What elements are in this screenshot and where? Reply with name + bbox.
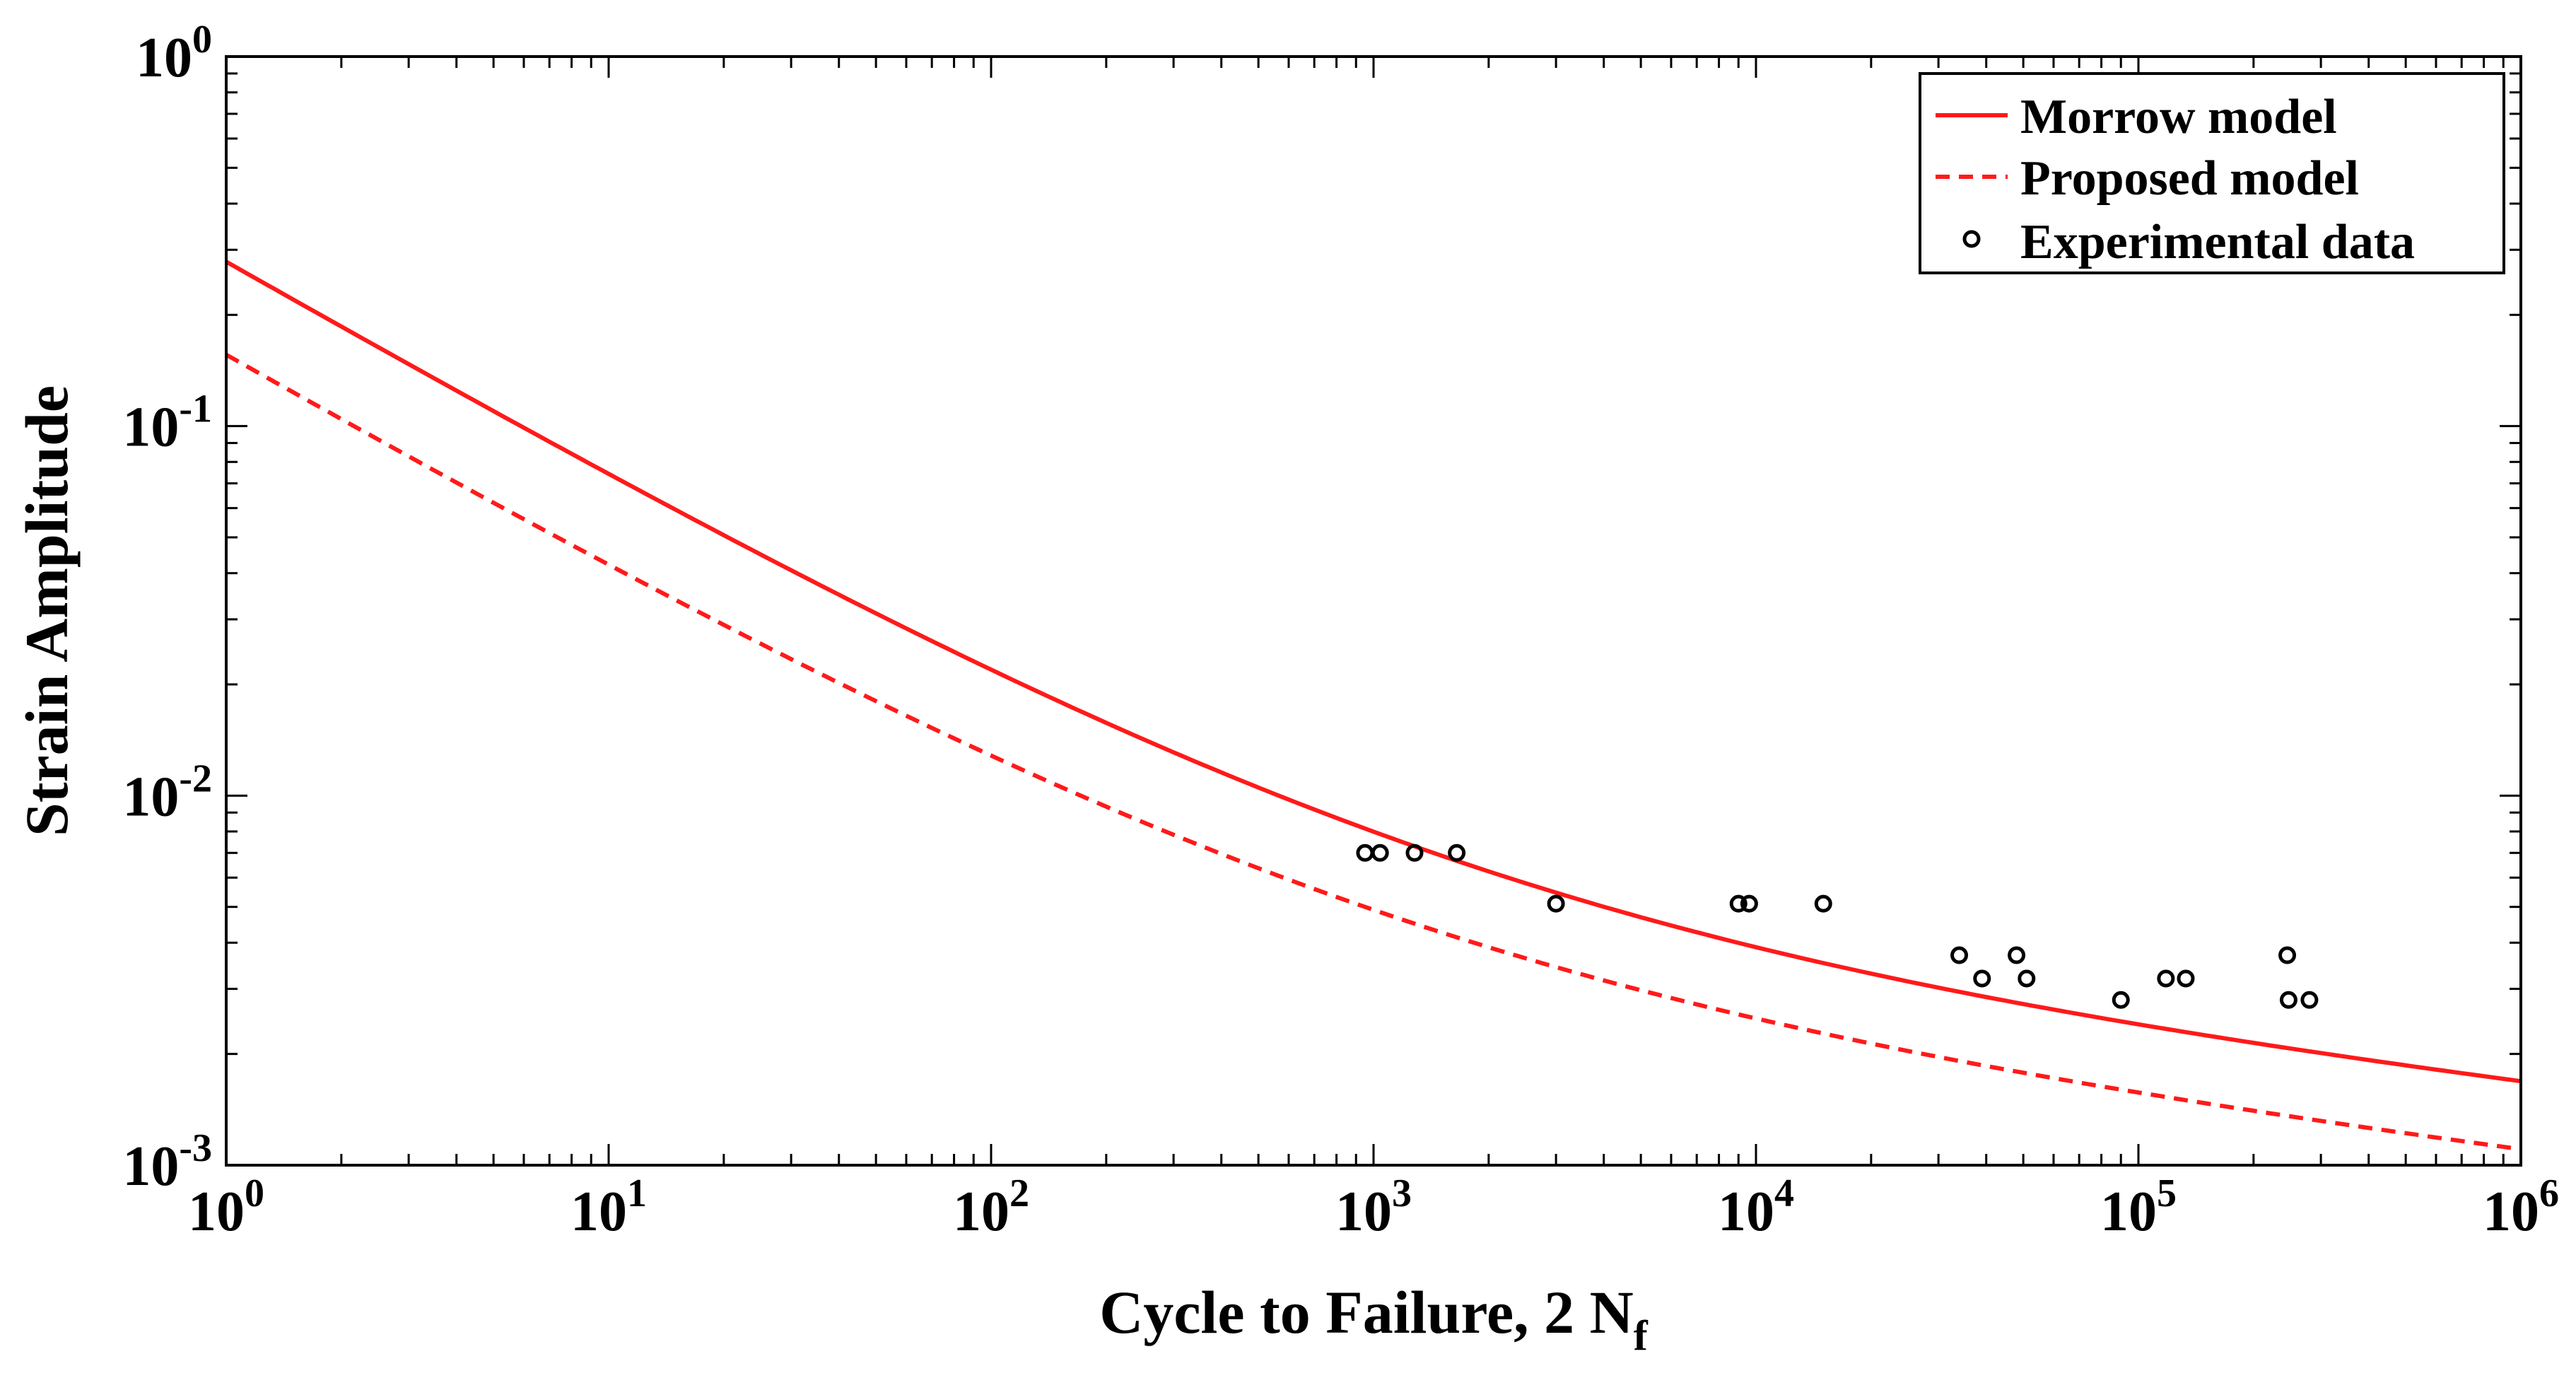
minor-ticks — [226, 57, 2521, 1165]
x-tick-label: 102 — [953, 1172, 1029, 1243]
plot-frame — [225, 55, 2522, 1167]
x-tick-label-exponent: 3 — [1392, 1172, 1412, 1215]
y-tick-label-exponent: -3 — [179, 1126, 212, 1170]
x-tick-label-base: 10 — [570, 1181, 627, 1243]
data-point — [1371, 843, 1389, 862]
x-tick-label: 105 — [2100, 1172, 2177, 1243]
y-axis-label: Strain Amplitude — [13, 385, 81, 836]
proposed-model-curve — [225, 353, 2522, 1152]
data-point — [2018, 969, 2036, 988]
x-tick-label: 101 — [570, 1172, 647, 1243]
plot-series — [225, 259, 2522, 1152]
x-tick-label-base: 10 — [2483, 1181, 2539, 1243]
x-tick-labels: 100 101 102 103 104 105 106 — [188, 1172, 2559, 1243]
y-tick-label-base: 10 — [122, 397, 179, 459]
x-tick-label-exponent: 6 — [2539, 1172, 2559, 1215]
x-axis-label-subscript: f — [1634, 1312, 1649, 1359]
y-tick-label-exponent: -1 — [179, 387, 212, 431]
data-point — [1729, 894, 1747, 913]
data-point — [1448, 843, 1466, 862]
data-point — [1547, 894, 1565, 913]
data-point — [2279, 991, 2297, 1009]
data-point — [2112, 991, 2130, 1009]
experimental-data-points — [1356, 843, 2319, 1009]
data-point — [1405, 843, 1424, 862]
legend: Morrow model Proposed model Experimental… — [1919, 72, 2505, 274]
x-axis-label: Cycle to Failure, 2 Nf — [1099, 1278, 1649, 1359]
data-point — [1814, 894, 1832, 913]
data-point — [2300, 991, 2319, 1009]
y-tick-label-exponent: -2 — [179, 757, 212, 800]
x-tick-label-exponent: 4 — [1774, 1172, 1794, 1215]
x-tick-label-exponent: 1 — [627, 1172, 647, 1215]
x-tick-label-exponent: 2 — [1009, 1172, 1029, 1215]
x-tick-label-base: 10 — [188, 1181, 245, 1243]
legend-box — [1919, 72, 2505, 274]
data-point — [2278, 946, 2297, 964]
data-point — [1973, 969, 1991, 988]
x-tick-label: 104 — [1718, 1172, 1794, 1243]
data-point — [1950, 946, 1969, 964]
x-tick-label: 103 — [1335, 1172, 1412, 1243]
x-tick-label-base: 10 — [2100, 1181, 2157, 1243]
x-tick-label: 100 — [188, 1172, 264, 1243]
x-axis-label-text: Cycle to Failure, 2 N — [1099, 1278, 1634, 1346]
data-point — [2157, 969, 2175, 988]
data-point — [2177, 969, 2195, 988]
y-tick-label: 10-3 — [122, 1126, 212, 1198]
legend-morrow-label: Morrow model — [2020, 90, 2337, 144]
data-point — [2008, 946, 2026, 964]
x-tick-label-exponent: 5 — [2157, 1172, 2177, 1215]
y-tick-label: 10-2 — [122, 757, 212, 828]
x-tick-label-base: 10 — [1335, 1181, 1392, 1243]
morrow-model-curve — [225, 259, 2522, 1084]
legend-proposed-label: Proposed model — [2020, 151, 2359, 206]
y-tick-label-base: 10 — [122, 766, 179, 828]
x-tick-label-base: 10 — [1718, 1181, 1774, 1243]
legend-experimental-marker — [1962, 230, 1981, 248]
x-tick-label-exponent: 0 — [245, 1172, 264, 1215]
y-tick-label: 100 — [136, 18, 212, 89]
x-tick-label: 106 — [2483, 1172, 2559, 1243]
y-tick-label-base: 10 — [136, 27, 192, 89]
y-tick-label-exponent: 0 — [192, 18, 212, 62]
y-tick-label: 10-1 — [122, 387, 212, 459]
legend-experimental-label: Experimental data — [2020, 215, 2415, 269]
data-point — [1740, 894, 1758, 913]
y-tick-label-base: 10 — [122, 1135, 179, 1198]
x-tick-label-base: 10 — [953, 1181, 1009, 1243]
